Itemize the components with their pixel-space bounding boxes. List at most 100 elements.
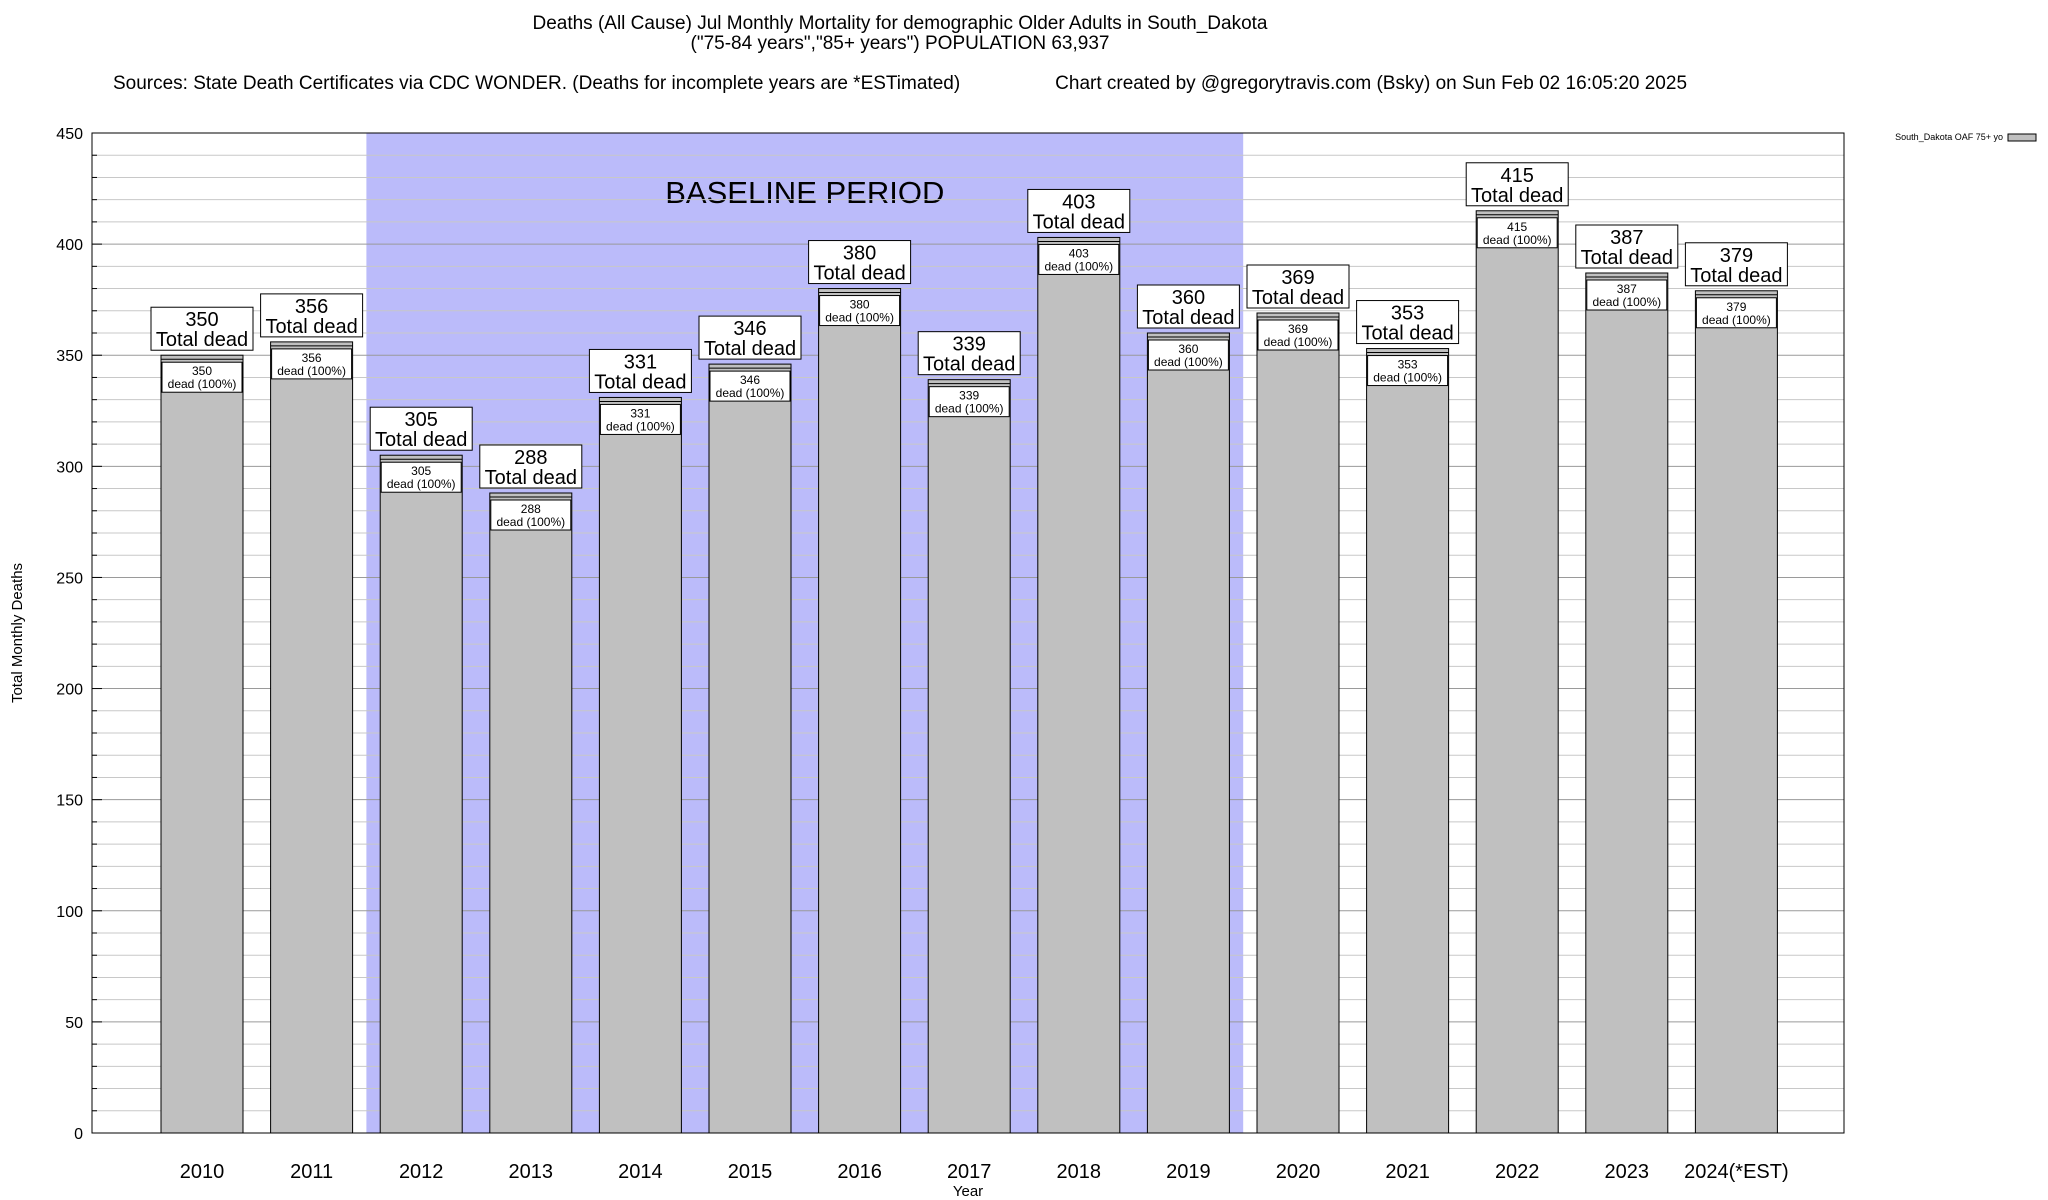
y-tick-label: 50 [65, 1015, 83, 1032]
total-label-box [369, 406, 473, 451]
bar [1694, 290, 1778, 1134]
legend-entry-label: South_Dakota OAF 75+ yo [1895, 132, 2003, 142]
total-text-label: Total dead [813, 263, 905, 285]
total-value-label: 380 [843, 243, 876, 265]
inner-label-box [819, 295, 901, 327]
inner-value-label: 339 [959, 389, 979, 403]
y-tick-label: 150 [56, 793, 83, 810]
chart-credit: Chart created by @gregorytravis.com (Bsk… [1055, 73, 1688, 94]
x-tick-label: 2012 [399, 1161, 444, 1183]
total-text-label: Total dead [1581, 247, 1673, 269]
x-tick-label: 2018 [1057, 1161, 1102, 1183]
inner-percent-label: dead (100%) [1264, 335, 1333, 349]
x-tick-label: 2010 [180, 1161, 225, 1183]
inner-label-box [1038, 243, 1120, 275]
inner-value-label: 360 [1178, 342, 1198, 356]
x-tick-label: 2024(*EST) [1684, 1161, 1789, 1183]
total-label-box [808, 240, 912, 285]
y-tick-label: 250 [56, 570, 83, 587]
inner-label-box [1476, 217, 1558, 249]
total-label-box [588, 348, 692, 393]
inner-value-label: 356 [302, 351, 322, 365]
chart-sources-credit: Sources: State Death Certificates via CD… [0, 54, 1800, 94]
total-label-box [1136, 284, 1240, 329]
total-value-label: 353 [1391, 303, 1424, 325]
bar [1366, 348, 1450, 1134]
total-label-box [150, 306, 254, 351]
total-text-label: Total dead [1033, 211, 1125, 233]
inner-value-label: 353 [1398, 358, 1418, 372]
y-tick-label: 450 [56, 126, 83, 143]
inner-label-box [490, 499, 572, 531]
inner-percent-label: dead (100%) [1044, 259, 1113, 273]
total-value-label: 379 [1720, 245, 1753, 267]
total-value-label: 346 [733, 318, 766, 340]
bar [1585, 272, 1669, 1134]
total-value-label: 369 [1281, 267, 1314, 289]
inner-label-box [380, 461, 462, 493]
inner-percent-label: dead (100%) [277, 364, 346, 378]
total-value-label: 331 [624, 351, 657, 373]
inner-value-label: 380 [850, 298, 870, 312]
y-tick-label: 200 [56, 682, 83, 699]
total-value-label: 415 [1501, 165, 1534, 187]
total-text-label: Total dead [1252, 287, 1344, 309]
inner-label-box [1695, 297, 1777, 329]
bar [1475, 210, 1559, 1134]
total-label-box [698, 315, 802, 360]
inner-label-box [928, 386, 1010, 418]
inner-value-label: 346 [740, 373, 760, 387]
total-value-label: 360 [1172, 287, 1205, 309]
x-tick-label: 2013 [509, 1161, 554, 1183]
inner-percent-label: dead (100%) [1592, 295, 1661, 309]
bar [1256, 312, 1340, 1134]
bar [1037, 236, 1121, 1134]
inner-percent-label: dead (100%) [716, 386, 785, 400]
total-label-box [1027, 188, 1131, 233]
bar [927, 379, 1011, 1134]
x-tick-label: 2022 [1495, 1161, 1540, 1183]
total-value-label: 350 [185, 309, 218, 331]
total-text-label: Total dead [1471, 185, 1563, 207]
total-text-label: Total dead [156, 329, 248, 351]
inner-label-box [1257, 319, 1339, 351]
inner-label-box [709, 370, 791, 402]
total-text-label: Total dead [923, 354, 1015, 376]
x-tick-label: 2016 [837, 1161, 882, 1183]
inner-percent-label: dead (100%) [1702, 313, 1771, 327]
total-text-label: Total dead [265, 316, 357, 338]
total-label-box [1465, 162, 1569, 207]
x-tick-label: 2021 [1385, 1161, 1430, 1183]
chart-sources: Sources: State Death Certificates via CD… [112, 73, 961, 94]
total-label-box [479, 444, 583, 489]
x-tick-label: 2011 [290, 1161, 333, 1183]
y-tick-label: 0 [74, 1126, 83, 1143]
inner-value-label: 305 [411, 464, 431, 478]
legend-swatch [2007, 133, 2037, 142]
total-text-label: Total dead [375, 429, 467, 451]
inner-label-box [271, 348, 353, 380]
x-tick-label: 2019 [1166, 1161, 1211, 1183]
inner-label-box [1147, 339, 1229, 371]
x-tick-label: 2017 [947, 1161, 992, 1183]
inner-value-label: 369 [1288, 322, 1308, 336]
inner-value-label: 288 [521, 502, 541, 516]
total-text-label: Total dead [594, 371, 686, 393]
x-tick-label: 2020 [1276, 1161, 1321, 1183]
total-text-label: Total dead [485, 467, 577, 489]
total-text-label: Total dead [1690, 265, 1782, 287]
chart-title: Deaths (All Cause) Jul Monthly Mortality… [532, 13, 1268, 34]
inner-percent-label: dead (100%) [1483, 233, 1552, 247]
bar [379, 454, 463, 1134]
inner-percent-label: dead (100%) [496, 515, 565, 529]
inner-percent-label: dead (100%) [1154, 355, 1223, 369]
y-tick-label: 100 [56, 904, 83, 921]
total-value-label: 339 [953, 334, 986, 356]
inner-value-label: 415 [1507, 220, 1527, 234]
bar [160, 354, 244, 1134]
y-tick-label: 300 [56, 459, 83, 476]
inner-percent-label: dead (100%) [1373, 371, 1442, 385]
total-label-box [1684, 242, 1788, 287]
total-label-box [260, 293, 364, 338]
